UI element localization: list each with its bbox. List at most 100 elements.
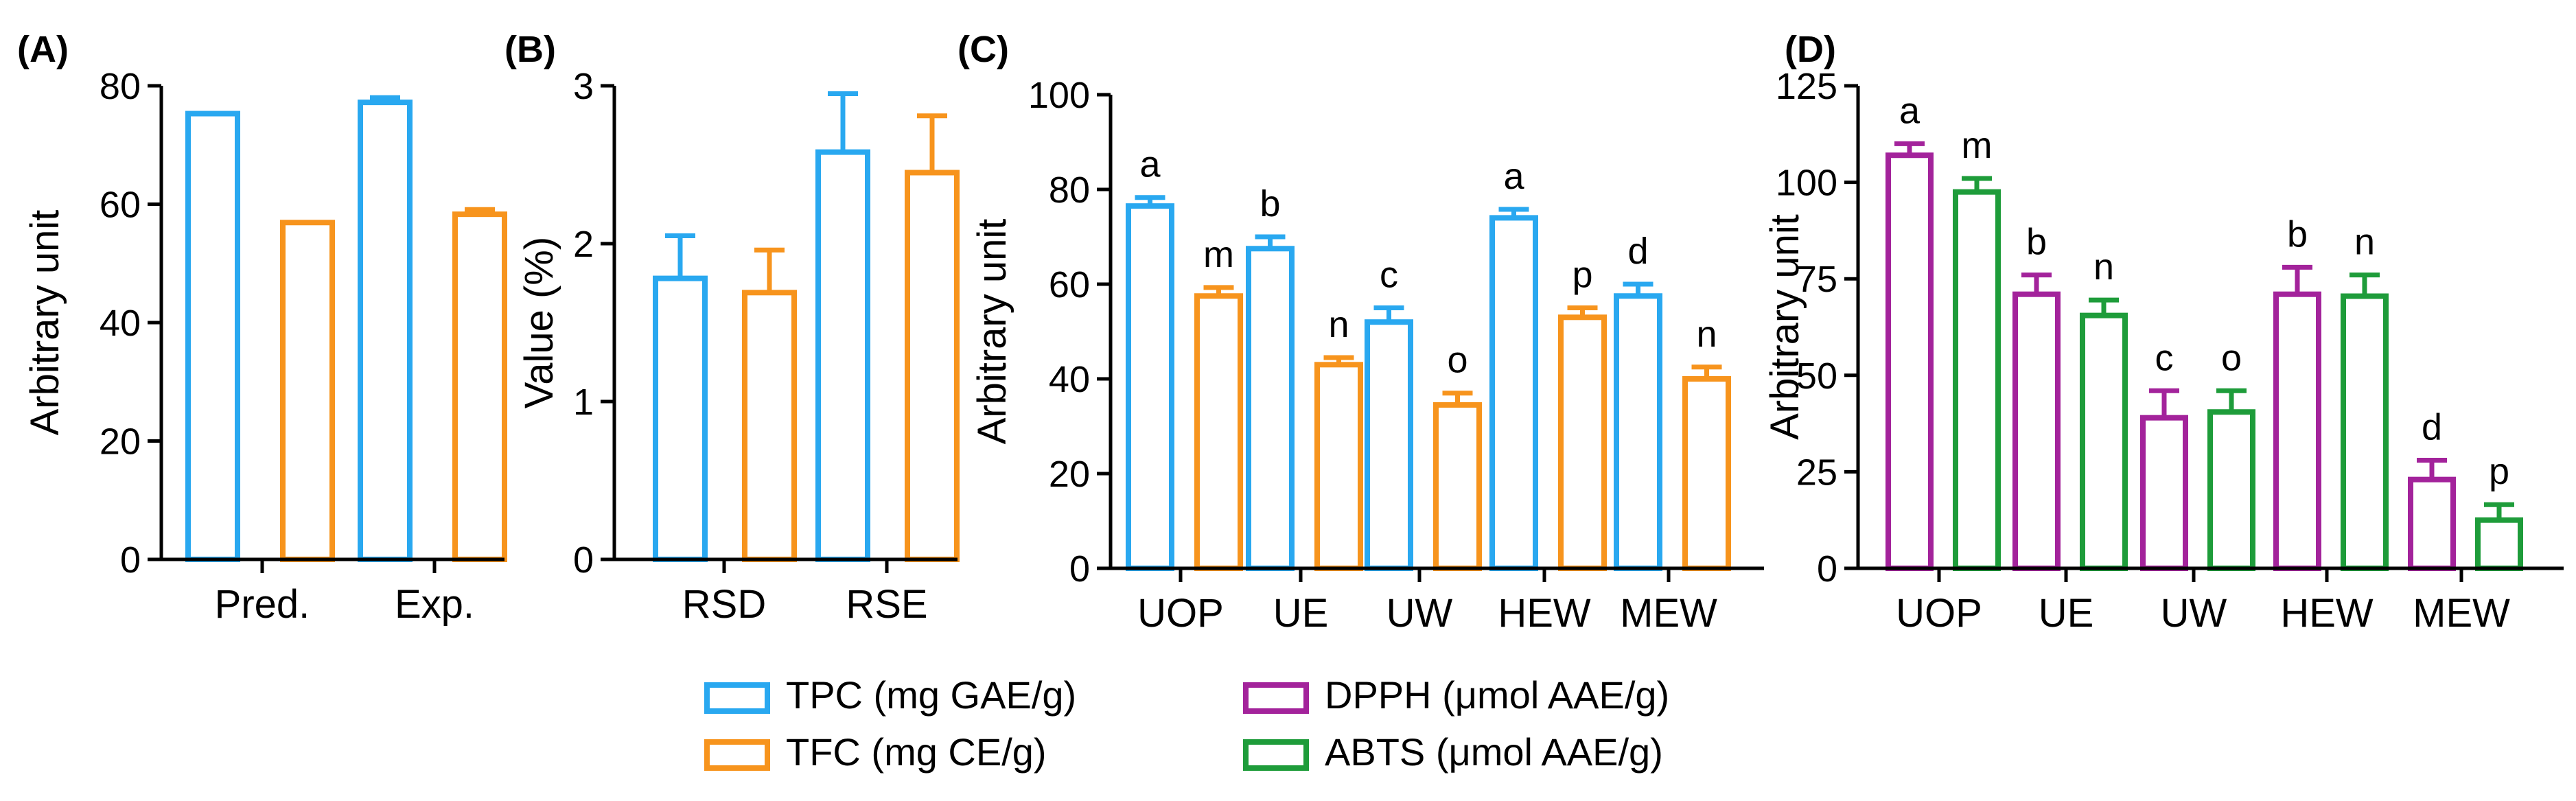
legend-item: ABTS (μmol AAE/g) — [1243, 730, 1663, 774]
y-tick-label: 1 — [573, 382, 594, 423]
y-tick-label: 0 — [120, 539, 141, 581]
y-tick-label: 3 — [573, 66, 594, 107]
bar — [905, 170, 960, 562]
bar — [2207, 409, 2255, 572]
significance-letter: p — [1572, 255, 1592, 296]
bar — [2341, 293, 2389, 571]
bar — [1246, 246, 1295, 571]
bar — [2012, 291, 2061, 571]
bar — [1126, 203, 1174, 571]
y-tick-label: 60 — [1049, 264, 1090, 305]
significance-letter: a — [1899, 90, 1921, 131]
bar — [1194, 293, 1243, 571]
significance-letter: n — [2093, 246, 2114, 288]
significance-letter: n — [1696, 314, 1717, 355]
significance-letter: b — [1260, 183, 1280, 224]
significance-letter: d — [2422, 407, 2442, 448]
bar — [1614, 293, 1662, 571]
bar — [280, 220, 335, 562]
y-tick-label: 100 — [1028, 75, 1090, 116]
x-category-label: HEW — [2280, 591, 2374, 636]
bar — [1365, 319, 1413, 571]
legend-swatch — [704, 739, 770, 771]
x-category-label: RSE — [846, 582, 927, 627]
y-axis-title: Value (%) — [517, 237, 561, 408]
bar — [2140, 415, 2188, 571]
legend: TPC (mg GAE/g) TFC (mg CE/g) DPPH (μmol AA… — [704, 673, 1669, 774]
legend-item: TPC (mg GAE/g) — [704, 673, 1076, 717]
x-category-label: Pred. — [215, 582, 310, 627]
legend-swatch — [1243, 682, 1309, 714]
legend-label: TPC (mg GAE/g) — [786, 673, 1076, 717]
bar — [815, 149, 870, 563]
panel-label: (A) — [17, 29, 69, 70]
bar — [742, 290, 797, 562]
y-axis-title: Arbitrary unit — [1763, 214, 1807, 440]
legend-item: DPPH (μmol AAE/g) — [1243, 673, 1669, 717]
bar — [2475, 517, 2523, 572]
legend-label: DPPH (μmol AAE/g) — [1325, 673, 1669, 717]
bar — [1489, 215, 1538, 571]
bar — [452, 211, 507, 562]
x-category-label: UE — [1273, 591, 1329, 636]
significance-letter: m — [1962, 125, 1993, 166]
bar — [185, 111, 240, 563]
bar — [1953, 189, 2001, 572]
significance-letter: c — [2155, 337, 2174, 378]
y-tick-label: 40 — [1049, 359, 1090, 400]
panel-a: (A) 0 20 40 60 80 Pred. Exp. Arbitrary unit — [17, 29, 507, 627]
bar — [1682, 376, 1731, 571]
x-category-label: UE — [2039, 591, 2094, 636]
x-category-label: HEW — [1498, 591, 1591, 636]
y-tick-label: 125 — [1776, 66, 1837, 107]
panel-b: (B) 0 1 2 3 RSD RSE Value (%) — [504, 29, 960, 627]
bar — [1314, 362, 1363, 571]
significance-letter: o — [1447, 340, 1467, 381]
y-axis-title: Arbitrary unit — [970, 219, 1014, 445]
significance-letter: d — [1627, 231, 1648, 272]
significance-letter: o — [2221, 337, 2242, 378]
x-category-label: UW — [1386, 591, 1453, 636]
legend-swatch — [704, 682, 770, 714]
y-tick-label: 60 — [100, 185, 141, 226]
x-category-label: UOP — [1137, 591, 1224, 636]
significance-letter: b — [2026, 222, 2047, 263]
bar — [2080, 312, 2128, 571]
bar — [2408, 476, 2456, 572]
bar — [358, 100, 413, 562]
legend-label: TFC (mg CE/g) — [786, 730, 1047, 774]
x-category-label: RSD — [682, 582, 766, 627]
x-category-label: Exp. — [395, 582, 474, 627]
y-tick-label: 20 — [100, 421, 141, 463]
x-category-label: UW — [2161, 591, 2227, 636]
significance-letter: a — [1139, 144, 1161, 185]
y-tick-label: 80 — [1049, 170, 1090, 211]
x-category-label: MEW — [2413, 591, 2510, 636]
y-tick-label: 50 — [1796, 356, 1837, 397]
y-tick-label: 2 — [573, 224, 594, 265]
bar — [1885, 152, 1934, 571]
panel-d: (D) a b c b d m n o n p 0 25 50 75 100 125 UOP UE UW HEW MEW A… — [1763, 29, 2564, 636]
panel-label: (D) — [1785, 29, 1836, 70]
y-tick-label: 20 — [1049, 454, 1090, 495]
y-tick-label: 40 — [100, 303, 141, 344]
y-tick-label: 0 — [1069, 548, 1090, 590]
panel-label: (B) — [504, 29, 556, 70]
legend-label: ABTS (μmol AAE/g) — [1325, 730, 1663, 774]
panel-c: (C) a b c a d m n o p n 0 20 40 60 80 100 UOP UE UW HEW MEW Ar… — [958, 29, 1764, 636]
bar — [2273, 291, 2321, 571]
y-tick-label: 0 — [573, 539, 594, 581]
bar — [1433, 402, 1482, 572]
x-category-label: UOP — [1896, 591, 1982, 636]
y-tick-label: 0 — [1817, 548, 1837, 590]
legend-swatch — [1243, 739, 1309, 771]
significance-letter: p — [2489, 451, 2509, 492]
significance-letter: n — [2354, 222, 2375, 263]
y-tick-label: 80 — [100, 66, 141, 107]
significance-letter: m — [1203, 234, 1234, 275]
bar — [653, 275, 708, 562]
y-tick-label: 75 — [1796, 259, 1837, 300]
significance-letter: b — [2287, 213, 2308, 255]
significance-letter: n — [1328, 304, 1349, 345]
